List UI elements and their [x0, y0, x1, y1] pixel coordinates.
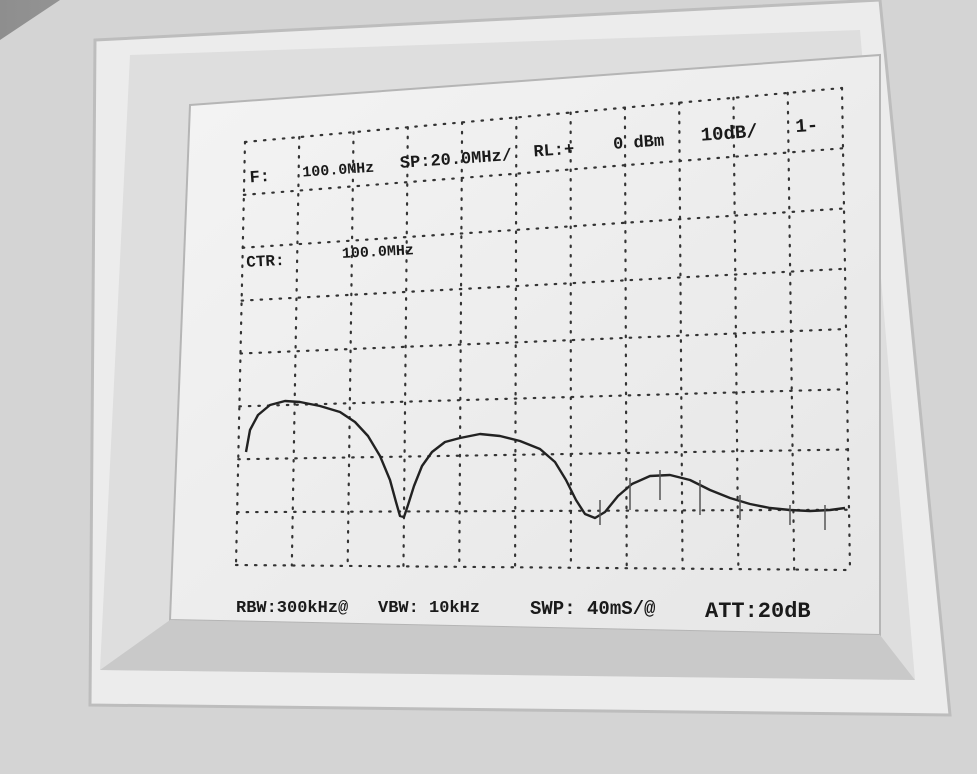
- screen: [168, 53, 881, 637]
- rbw: RBW:300kHz@: [236, 599, 348, 618]
- grid-line: [239, 327, 848, 355]
- vbw: VBW: 10kHz: [378, 599, 480, 618]
- attenuation: ATT:20dB: [705, 599, 811, 624]
- bezel-shadow: [100, 620, 915, 680]
- footer-row: RBW:300kHz@ VBW: 10kHz SWP: 40mS/@ ATT:2…: [236, 598, 811, 624]
- scale: 10dB/: [700, 121, 758, 147]
- grid-line: [346, 131, 355, 568]
- grid-line: [237, 448, 850, 461]
- grid-line: [623, 106, 628, 570]
- grid-line: [458, 121, 464, 568]
- grid-line: [513, 116, 518, 569]
- grid-line: [238, 388, 849, 408]
- spectrum-trace: [244, 399, 846, 520]
- mode: 1-: [795, 115, 819, 139]
- center-label: CTR:: [246, 252, 285, 272]
- trace-noise: [599, 470, 826, 530]
- center-frequency: 100.0MHz: [342, 242, 415, 263]
- grid-line: [402, 126, 409, 568]
- grid-line: [732, 96, 740, 571]
- center-row: CTR: 100.0MHz: [246, 242, 415, 272]
- grid-line: [236, 508, 851, 514]
- reference-level-label: RL:+: [533, 141, 575, 163]
- frequency: 100.0MHz: [302, 160, 375, 182]
- grid-line: [240, 267, 847, 302]
- reference-level: 0 dBm: [613, 132, 665, 155]
- sweep: SWP: 40mS/@: [530, 598, 656, 620]
- frequency-label: F:: [249, 168, 271, 188]
- grid-line: [678, 101, 684, 570]
